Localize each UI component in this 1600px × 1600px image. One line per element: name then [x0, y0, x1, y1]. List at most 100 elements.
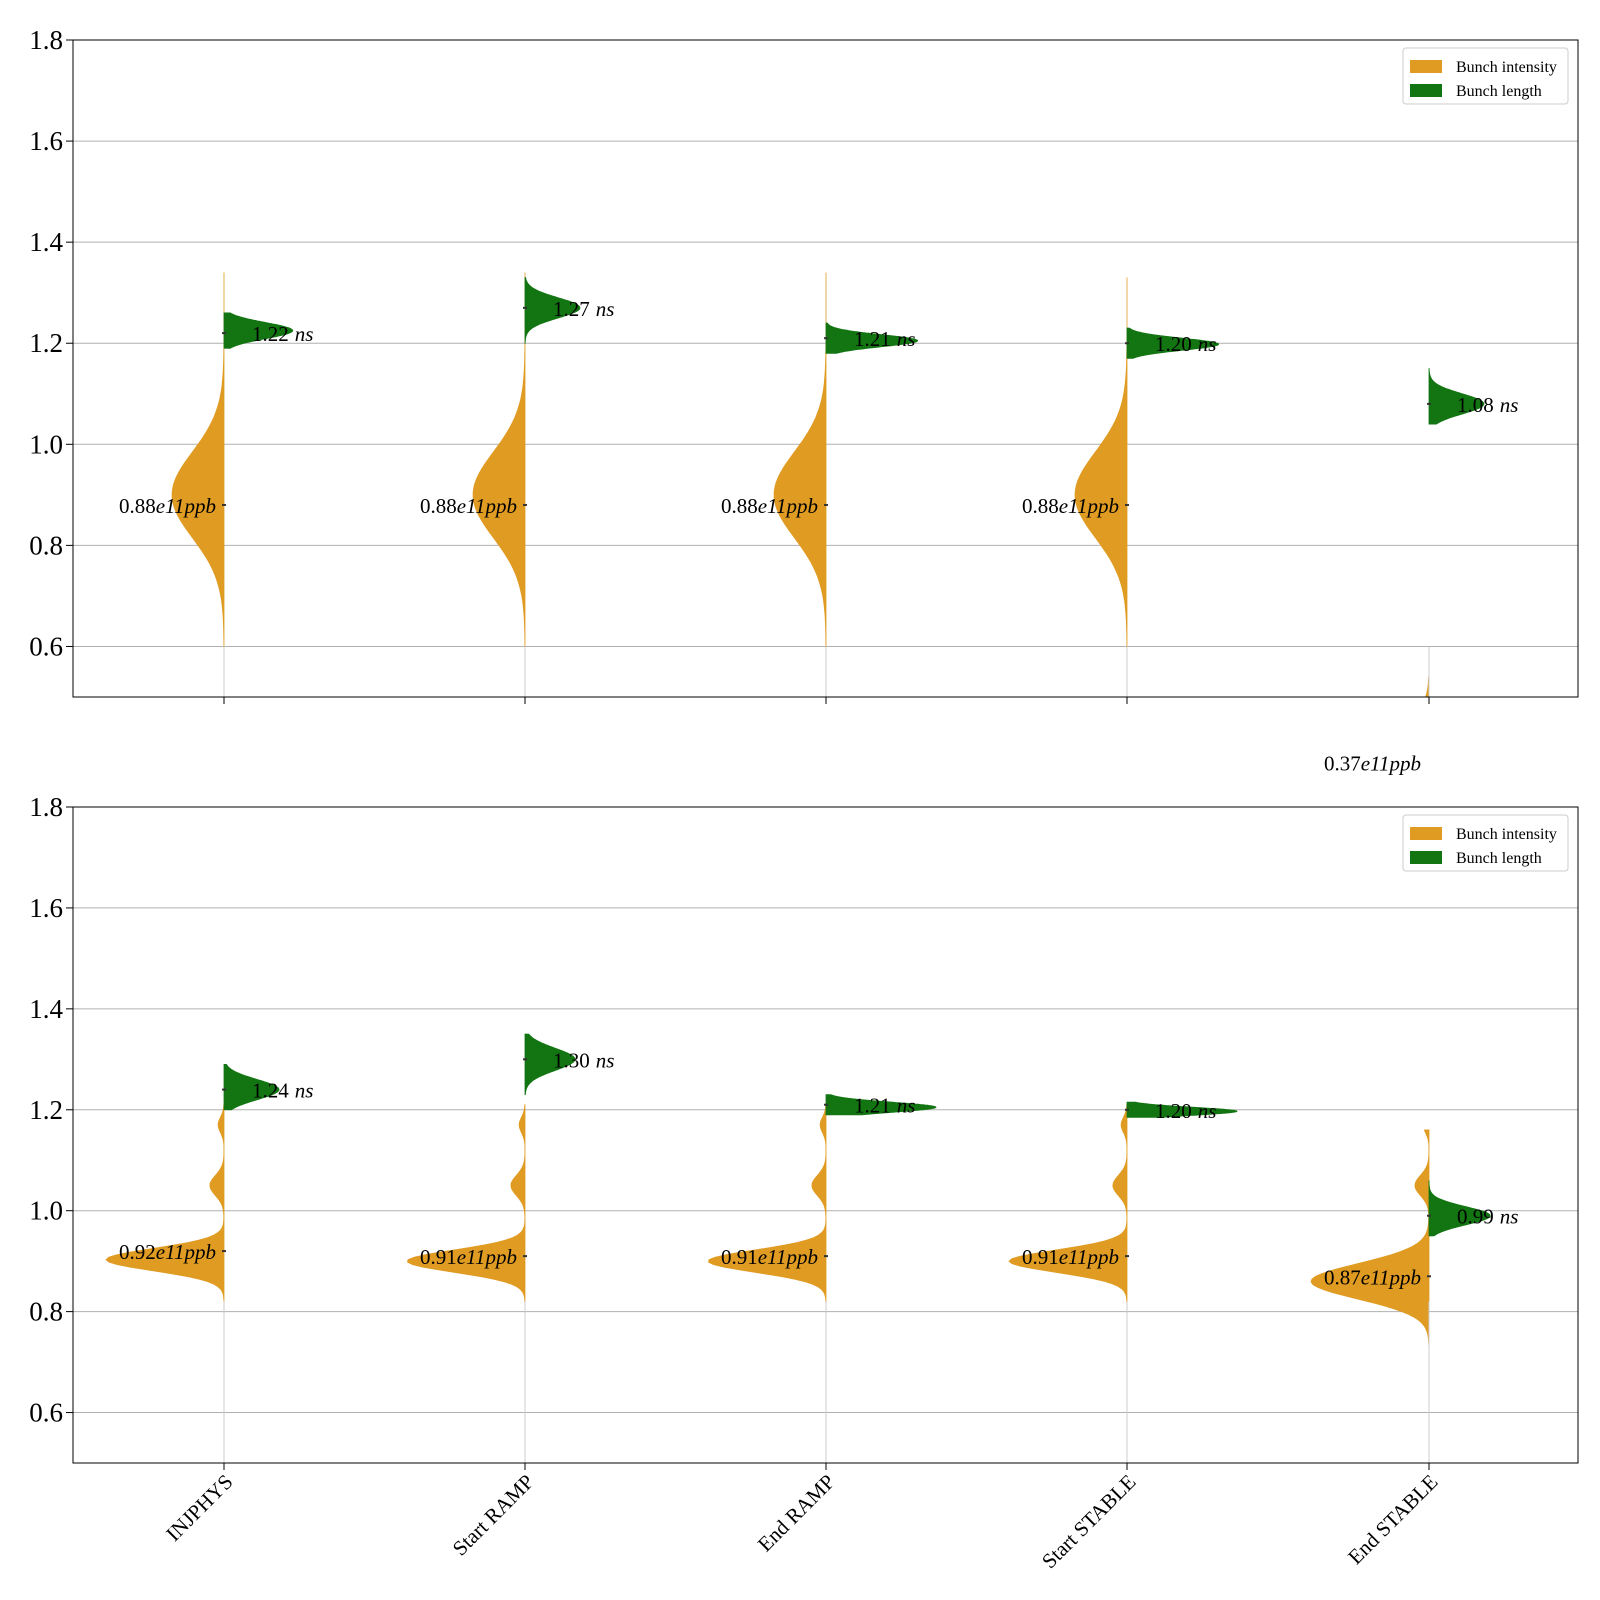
intensity-violin-4 — [1425, 676, 1430, 697]
unit-text: ppb — [1388, 1265, 1422, 1289]
length-label: 1.30 ns — [553, 1048, 614, 1072]
value-text: 0.99 — [1457, 1205, 1494, 1229]
unit-text: e11 — [457, 494, 486, 518]
chart-panel-top: 0.60.81.01.21.41.61.80.88e11ppb 0.88e11pp… — [29, 25, 1579, 776]
intensity-label: 0.88e11ppb — [119, 494, 216, 518]
value-text: 0.88 — [721, 494, 758, 518]
legend-swatch — [1410, 60, 1442, 73]
unit-text: ppb — [183, 494, 217, 518]
length-violin-1 — [524, 1033, 576, 1096]
value-text: 0.88 — [1022, 494, 1059, 518]
unit-text: ns — [897, 1094, 916, 1118]
unit-text: ns — [1198, 1099, 1217, 1123]
y-tick-label: 0.6 — [29, 1398, 63, 1428]
length-label: 1.20 ns — [1155, 1099, 1216, 1123]
length-label: 1.22 ns — [252, 322, 313, 346]
unit-text: ppb — [785, 1245, 819, 1269]
x-tick-label: End STABLE — [1343, 1470, 1443, 1570]
value-text: 1.24 — [252, 1079, 289, 1103]
intensity-violin-1 — [407, 1104, 526, 1302]
value-text: 1.27 — [553, 297, 590, 321]
intensity-label: 0.92e11ppb — [119, 1240, 216, 1264]
intensity-label: 0.37e11ppb — [1324, 752, 1421, 776]
value-text: 1.20 — [1155, 332, 1192, 356]
unit-text: ns — [1500, 1205, 1519, 1229]
axes-frame — [72, 806, 1579, 1464]
axes-frame — [72, 39, 1579, 698]
length-violin-1 — [524, 277, 581, 344]
y-tick-label: 1.6 — [29, 126, 63, 156]
length-violin-3 — [1126, 327, 1219, 359]
intensity-violin-3 — [1074, 277, 1128, 648]
y-tick-label: 1.0 — [29, 429, 63, 459]
legend-swatch — [1410, 827, 1442, 840]
value-text: 0.88 — [119, 494, 156, 518]
length-violin-3 — [1126, 1101, 1238, 1118]
unit-text: ppb — [484, 494, 518, 518]
unit-text: e11 — [156, 494, 185, 518]
value-text: 1.08 — [1457, 393, 1494, 417]
intensity-violin-1 — [472, 272, 526, 648]
length-violin-2 — [825, 322, 918, 354]
legend-label: Bunch length — [1456, 83, 1542, 100]
unit-text: ppb — [1086, 494, 1120, 518]
x-tick-label: Start RAMP — [448, 1470, 539, 1561]
y-tick-label: 1.4 — [29, 994, 63, 1024]
unit-text: ppb — [183, 1240, 217, 1264]
value-text: 1.20 — [1155, 1099, 1192, 1123]
intensity-label: 0.87e11ppb — [1324, 1265, 1421, 1289]
value-text: 0.91 — [721, 1245, 758, 1269]
intensity-label: 0.91e11ppb — [420, 1245, 517, 1269]
value-text: 1.22 — [252, 322, 289, 346]
unit-text: ppb — [484, 1245, 518, 1269]
y-tick-label: 0.8 — [29, 530, 63, 560]
y-tick-label: 1.2 — [29, 328, 63, 358]
unit-text: ns — [295, 322, 314, 346]
intensity-label: 0.91e11ppb — [721, 1245, 818, 1269]
value-text: 0.92 — [119, 1240, 156, 1264]
unit-text: ppb — [785, 494, 819, 518]
value-text: 1.21 — [854, 327, 891, 351]
length-label: 1.24 ns — [252, 1079, 313, 1103]
y-tick-label: 0.8 — [29, 1297, 63, 1327]
unit-text: ns — [596, 1048, 615, 1072]
legend-box — [1402, 814, 1569, 872]
unit-text: e11 — [1059, 494, 1088, 518]
length-violin-2 — [825, 1094, 937, 1116]
value-text: 0.91 — [1022, 1245, 1059, 1269]
length-label: 1.21 ns — [854, 327, 915, 351]
x-tick-label: End RAMP — [753, 1470, 840, 1557]
length-violin-4 — [1428, 368, 1485, 425]
intensity-label: 0.88e11ppb — [721, 494, 818, 518]
y-tick-label: 1.0 — [29, 1196, 63, 1226]
legend-label: Bunch length — [1456, 850, 1542, 867]
unit-text: e11 — [1361, 752, 1390, 776]
value-text: 0.87 — [1324, 1265, 1361, 1289]
unit-text: e11 — [1059, 1245, 1088, 1269]
intensity-violin-0 — [171, 272, 225, 648]
length-label: 1.21 ns — [854, 1094, 915, 1118]
x-tick-label: Start STABLE — [1037, 1470, 1141, 1574]
unit-text: e11 — [758, 494, 787, 518]
length-label: 1.08 ns — [1457, 393, 1518, 417]
intensity-violin-2 — [708, 1104, 827, 1302]
intensity-violin-2 — [773, 272, 827, 648]
intensity-label: 0.91e11ppb — [1022, 1245, 1119, 1269]
intensity-violin-0 — [105, 1104, 225, 1303]
y-tick-label: 1.2 — [29, 1095, 63, 1125]
y-tick-label: 1.8 — [29, 25, 63, 55]
value-text: 0.91 — [420, 1245, 457, 1269]
length-violin-0 — [223, 312, 294, 349]
violins — [171, 272, 1485, 697]
value-text: 0.88 — [420, 494, 457, 518]
value-text: 1.30 — [553, 1048, 590, 1072]
unit-text: ns — [897, 327, 916, 351]
unit-text: e11 — [156, 1240, 185, 1264]
y-tick-label: 1.8 — [29, 792, 63, 822]
y-tick-label: 1.6 — [29, 893, 63, 923]
value-text: 1.21 — [854, 1094, 891, 1118]
y-tick-label: 0.6 — [29, 631, 63, 661]
legend-swatch — [1410, 84, 1442, 97]
intensity-label: 0.88e11ppb — [1022, 494, 1119, 518]
